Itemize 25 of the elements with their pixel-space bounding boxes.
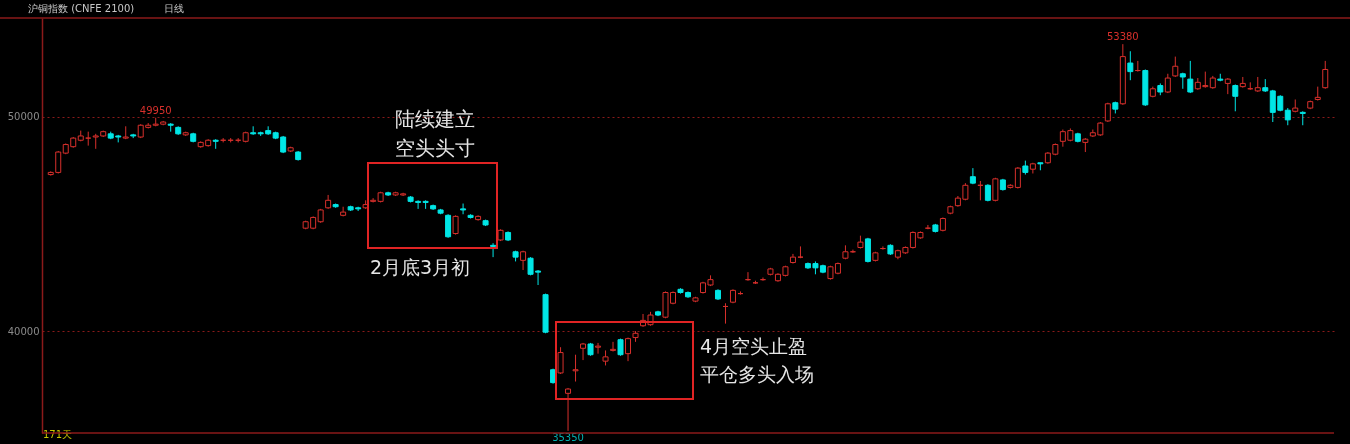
y-tick-label: 50000 bbox=[7, 111, 40, 123]
candlestick bbox=[595, 342, 602, 355]
annotation: 171天 bbox=[43, 429, 73, 440]
candlestick bbox=[610, 341, 617, 352]
candlestick bbox=[445, 213, 452, 239]
annotation: 陆续建立空头头寸 bbox=[395, 107, 475, 160]
annotation: 35350 bbox=[552, 431, 584, 443]
candlestick bbox=[490, 242, 497, 258]
annotation: 49950 bbox=[139, 104, 172, 116]
candlestick bbox=[969, 167, 976, 185]
chart-title: 沪铜指数 (CNFE 2100) bbox=[28, 3, 135, 14]
candlestick bbox=[580, 342, 587, 361]
annotation: 4月空头止盈平仓多头入场 bbox=[700, 335, 814, 385]
annotation: 53380 bbox=[1106, 31, 1139, 43]
candlestick bbox=[1172, 56, 1179, 78]
text: 日线 bbox=[164, 3, 184, 14]
candlestick bbox=[1127, 50, 1134, 81]
y-tick-label: 40000 bbox=[7, 325, 40, 337]
candlestick bbox=[1232, 83, 1239, 112]
candlestick bbox=[572, 354, 579, 383]
candlestick bbox=[460, 203, 467, 215]
annotation: 2月底3月初 bbox=[369, 256, 471, 278]
candlestick bbox=[1187, 60, 1194, 94]
candlestick bbox=[1322, 60, 1329, 90]
candlestick bbox=[452, 214, 459, 236]
